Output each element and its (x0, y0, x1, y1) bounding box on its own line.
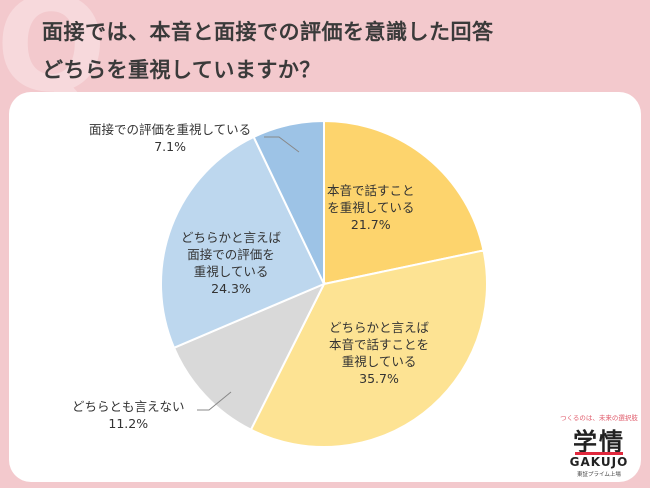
slice-label-honne: 本音で話すこと を重視している 21.7% (327, 183, 415, 232)
pie-slice-neither (172, 282, 327, 432)
slice-pct-rather-honne: 35.7% (359, 371, 399, 386)
page-title-line1: 面接では、本音と面接での評価を意識した回答 (42, 20, 494, 44)
pie-slice-evaluation (252, 119, 325, 285)
gakujo-logo: つくるのは、未来の選択肢 学情 GAKUJO 東証プライム上場 (559, 412, 639, 478)
pie-slice-honne (323, 119, 485, 286)
slice-pct-neither: 11.2% (108, 416, 149, 431)
logo-sub: 東証プライム上場 (577, 472, 621, 478)
slice-label-neither: どちらとも言えない 11.2% (72, 399, 185, 431)
leader-evaluation (264, 136, 300, 153)
chart-card: 本音で話すこと を重視している 21.7% どちらかと言えば 本音で話すことを … (9, 92, 641, 482)
pie-slice-rather-honne (249, 249, 488, 448)
logo-kanji: 学情 (573, 428, 625, 456)
pie-chart (160, 119, 488, 448)
slice-label-rather-evaluation: どちらかと言えば 面接での評価を 重視している 24.3% (181, 230, 282, 296)
pie-slice-rather-evaluation (160, 135, 326, 350)
logo-roman: GAKUJO (569, 455, 629, 469)
slice-label-rather-honne: どちらかと言えば 本音で話すことを 重視している 35.7% (329, 320, 430, 386)
slice-pct-honne: 21.7% (350, 217, 391, 232)
logo-tagline: つくるのは、未来の選択肢 (560, 414, 638, 422)
slice-pct-rather-evaluation: 24.3% (211, 281, 251, 296)
slice-pct-evaluation: 7.1% (154, 139, 186, 154)
page-title-line2: どちらを重視していますか？ (42, 58, 321, 82)
slice-label-evaluation: 面接での評価を重視している 7.1% (89, 122, 252, 154)
leader-neither (197, 391, 232, 411)
logo-bar (575, 452, 623, 455)
